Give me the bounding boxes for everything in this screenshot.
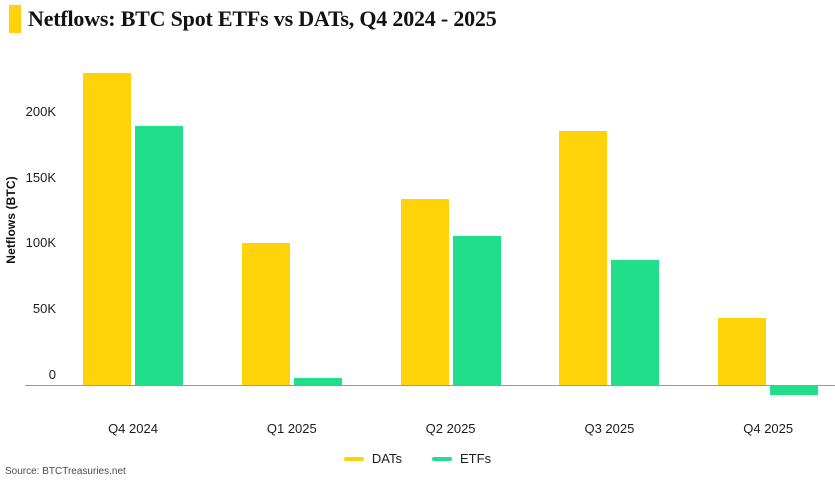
source-note: Source: BTCTreasuries.net — [5, 466, 126, 477]
x-axis-label-q1-2025: Q1 2025 — [266, 421, 317, 436]
chart-title: Netflows: BTC Spot ETFs vs DATs, Q4 2024… — [28, 6, 497, 31]
dats-swatch-icon — [343, 456, 364, 461]
bar-etfs-q3-2025[interactable] — [611, 259, 660, 385]
bar-etfs-q4-2024[interactable] — [135, 125, 183, 385]
legend-item-dats[interactable]: DATs — [343, 451, 403, 466]
y-tick-label-0: 0 — [48, 367, 56, 382]
bar-dats-q4-2025[interactable] — [718, 317, 767, 385]
bar-dats-q1-2025[interactable] — [241, 242, 290, 385]
bar-etfs-q4-2025[interactable] — [770, 386, 819, 396]
title-accent-marker — [9, 5, 21, 33]
bar-etfs-q1-2025[interactable] — [293, 378, 342, 385]
x-axis-label-q2-2025: Q2 2025 — [425, 421, 476, 436]
bar-dats-q2-2025[interactable] — [400, 199, 449, 385]
etfs-swatch-icon — [432, 456, 453, 461]
legend-item-etfs[interactable]: ETFs — [432, 451, 491, 466]
y-tick-label-150k: 150K — [25, 169, 56, 185]
bar-etfs-q2-2025[interactable] — [452, 236, 501, 385]
y-tick-label-200k: 200K — [25, 103, 56, 119]
y-tick-label-50k: 50K — [32, 301, 56, 317]
bar-dats-q3-2025[interactable] — [559, 131, 608, 385]
legend-label-dats: DATs — [371, 451, 403, 466]
x-axis-line — [25, 385, 835, 386]
x-axis-label-q4-2024: Q4 2024 — [108, 421, 158, 436]
legend: DATs ETFs — [0, 451, 835, 466]
x-axis-label-q4-2025: Q4 2025 — [743, 421, 794, 436]
legend-label-etfs: ETFs — [460, 451, 492, 466]
y-tick-label-100k: 100K — [25, 235, 56, 251]
x-axis-label-q3-2025: Q3 2025 — [584, 421, 635, 436]
bar-dats-q4-2024[interactable] — [83, 73, 131, 385]
